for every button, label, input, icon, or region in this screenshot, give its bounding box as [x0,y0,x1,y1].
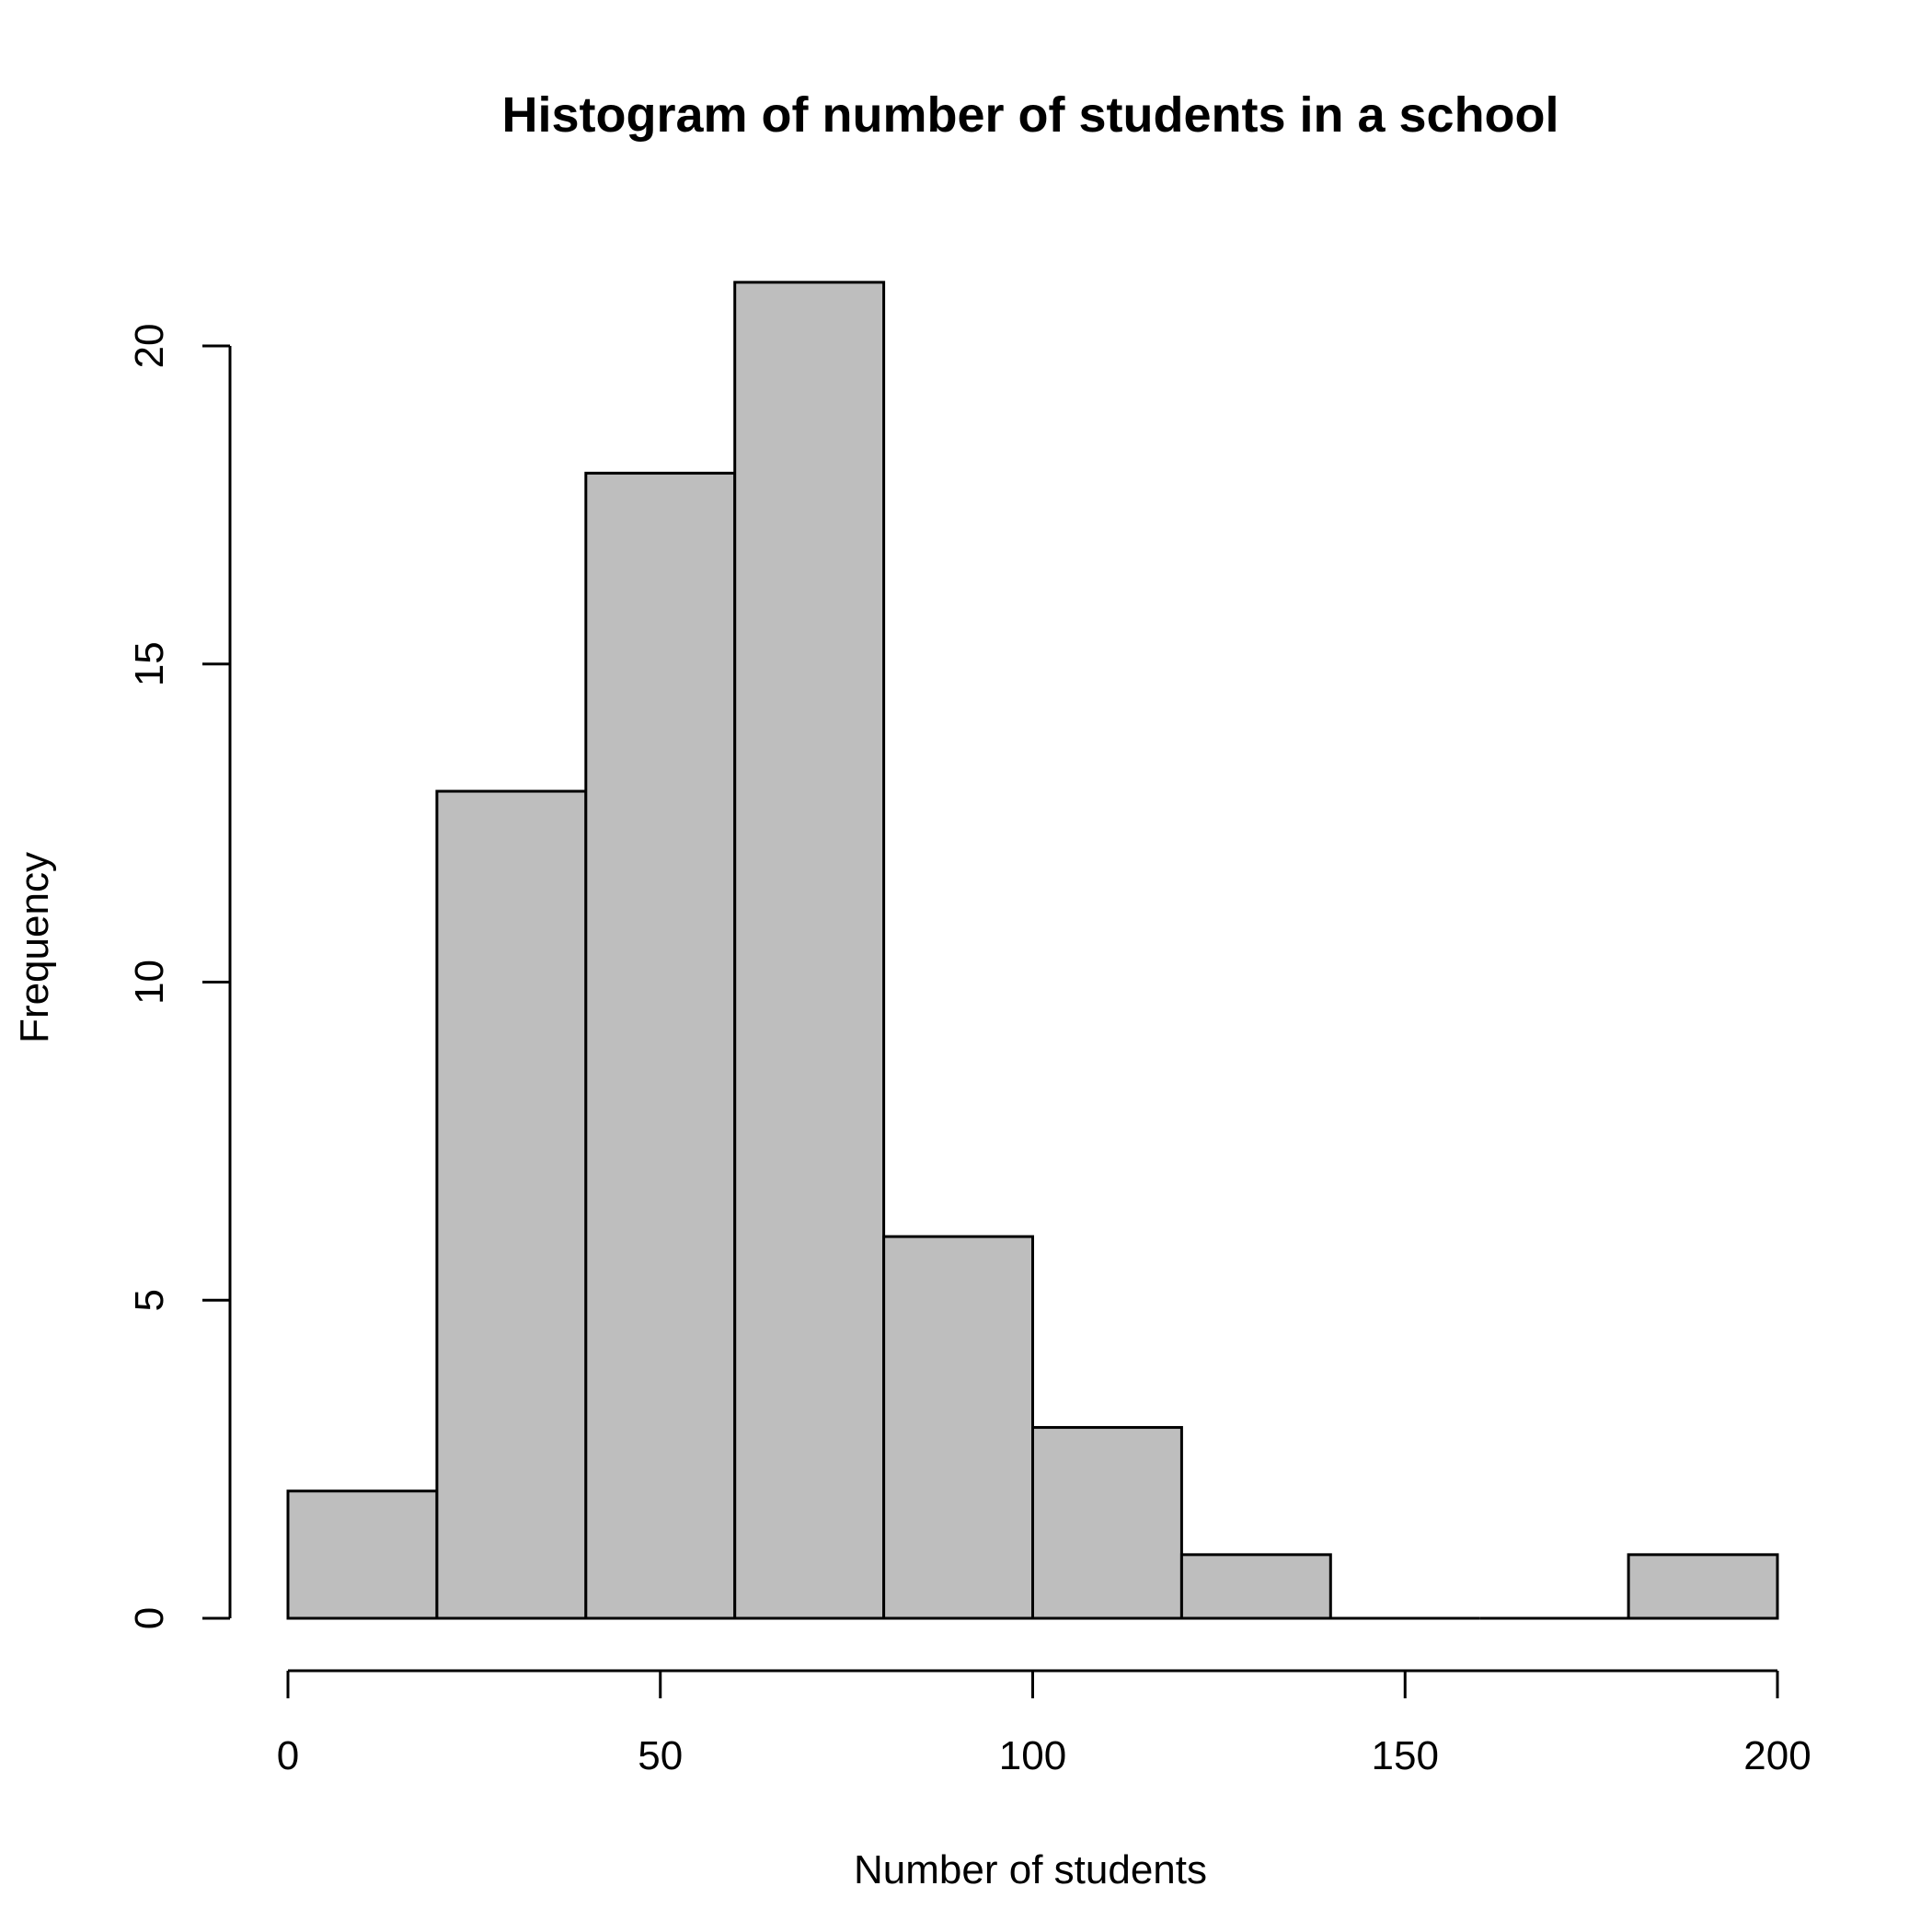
x-tick-label: 0 [277,1733,299,1778]
histogram-bar [735,282,884,1618]
y-tick-label: 15 [127,641,172,686]
x-tick-label: 100 [999,1733,1066,1778]
histogram-bar [586,473,735,1618]
y-axis: 0 5 10 15 20 [127,324,230,1630]
histogram-bar [1628,1555,1777,1618]
y-axis-label: Frequency [12,852,57,1043]
histogram-bar [1033,1428,1182,1618]
x-tick-label: 50 [638,1733,683,1778]
x-tick-label: 200 [1743,1733,1811,1778]
histogram-bar [288,1491,437,1618]
y-tick-label: 10 [127,960,172,1005]
y-tick-label: 5 [127,1289,172,1311]
x-axis-label: Number of students [854,1847,1207,1892]
histogram-bar [884,1236,1033,1618]
bars-group [288,282,1777,1618]
y-tick-label: 0 [127,1607,172,1629]
histogram-bar [1181,1555,1330,1618]
histogram-bar [437,791,586,1618]
x-tick-label: 150 [1372,1733,1439,1778]
chart-title: Histogram of number of students in a sch… [501,87,1558,143]
y-tick-label: 20 [127,324,172,369]
x-axis: 0 50 100 150 200 [277,1671,1811,1778]
